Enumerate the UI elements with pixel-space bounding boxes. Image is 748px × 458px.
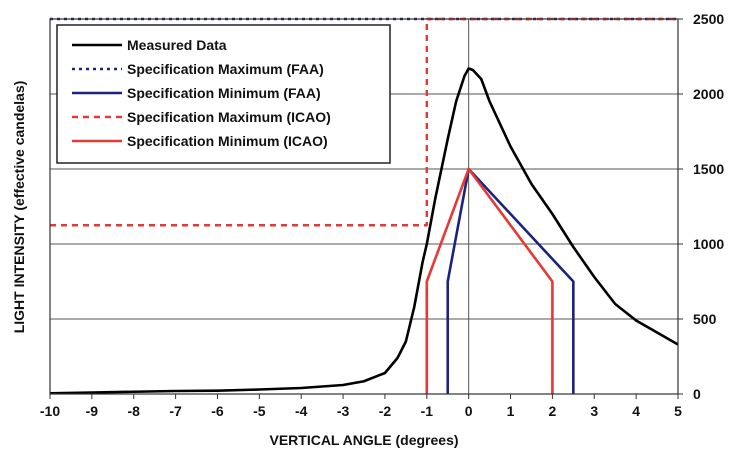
- series-line: [49, 67, 679, 395]
- x-tick-label: -7: [169, 403, 182, 419]
- plot-frame: [49, 18, 679, 395]
- legend-label: Specification Minimum (ICAO): [127, 133, 328, 149]
- legend-items: Measured Data Specification Maximum (FAA)…: [72, 37, 331, 149]
- legend-label: Measured Data: [127, 37, 227, 53]
- y-tick-label: 2000: [693, 86, 724, 102]
- y-axis-title: LIGHT INTENSITY (effective candelas): [11, 81, 27, 334]
- legend-label: Specification Maximum (FAA): [127, 61, 324, 77]
- x-tick-label: -4: [295, 403, 308, 419]
- x-tick-label: -6: [211, 403, 224, 419]
- y-tick-label: 1500: [693, 161, 724, 177]
- x-tick-label: 1: [507, 403, 515, 419]
- series-line: [425, 167, 554, 394]
- x-tick-label: 2: [549, 403, 557, 419]
- x-tick-label: 5: [674, 403, 682, 419]
- legend-label: Specification Maximum (ICAO): [127, 109, 331, 125]
- y-tick-label: 1000: [693, 236, 724, 252]
- legend-label: Specification Minimum (FAA): [127, 85, 321, 101]
- x-tick-label: 3: [590, 403, 598, 419]
- x-tick-label: -3: [337, 403, 350, 419]
- x-tick-label: -1: [421, 403, 434, 419]
- x-tick-label: -5: [253, 403, 266, 419]
- axis-ticks: -10 -9 -8 -7 -6 -5 -4 -3 -2 -1 0 1 2 3 4 50500100015002…: [40, 11, 724, 419]
- x-tick-label: -10: [40, 403, 60, 419]
- x-axis-title: VERTICAL ANGLE (degrees): [269, 432, 458, 448]
- x-tick-label: 4: [632, 403, 640, 419]
- y-tick-label: 0: [693, 386, 701, 402]
- x-tick-label: -8: [128, 403, 141, 419]
- x-tick-label: 0: [465, 403, 473, 419]
- x-tick-label: -9: [86, 403, 99, 419]
- y-tick-label: 500: [693, 311, 717, 327]
- y-tick-label: 2500: [693, 11, 724, 27]
- legend: Measured Data Specification Maximum (FAA)…: [56, 24, 391, 164]
- x-tick-label: -2: [379, 403, 392, 419]
